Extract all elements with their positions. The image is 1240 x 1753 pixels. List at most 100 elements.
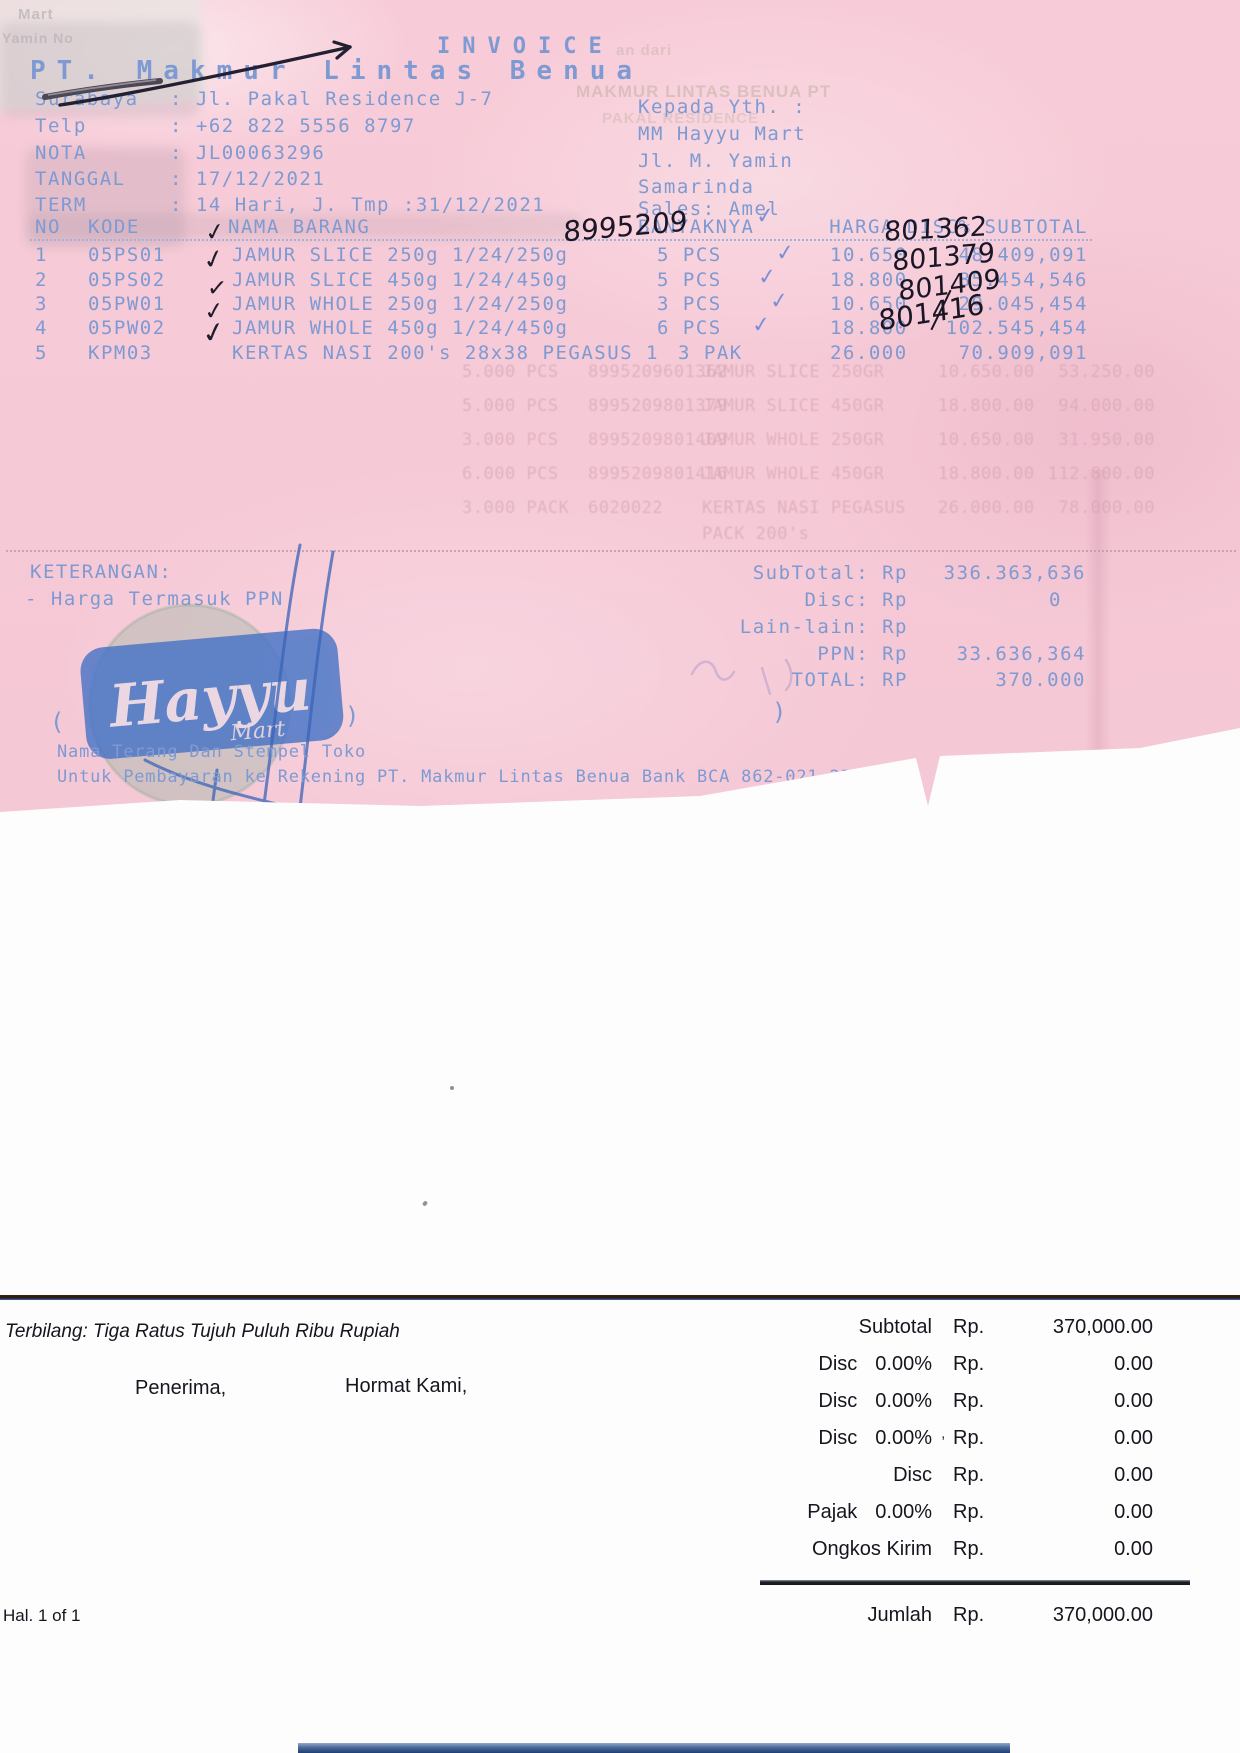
row-harga: 18.800 (830, 269, 908, 291)
currency-label: Rp. (953, 1538, 985, 1560)
row-no: 2 (35, 269, 48, 291)
sign-caption: Nama Terang Dan Stempel Toko (57, 742, 366, 762)
ghost-text-dari: an dari (616, 42, 673, 59)
ghost-row-qty: 3.000 PACK (462, 498, 570, 518)
stray-comma-mark: , (941, 1425, 946, 1442)
summary-label: Disc (893, 1464, 932, 1486)
summary-value: 0.00 (1114, 1390, 1153, 1412)
total-label: Disc: Rp (804, 589, 908, 611)
total-value: 370.000 (995, 669, 1086, 691)
recipient-street: Jl. M. Yamin (638, 150, 794, 172)
recipient-name: MM Hayyu Mart (638, 123, 807, 145)
jumlah-label: Jumlah (867, 1604, 932, 1626)
scan-smudge (28, 213, 583, 239)
jumlah-row: Jumlah Rp. 370,000.00 (0, 1605, 1240, 1631)
penerima-label: Penerima, (135, 1377, 227, 1399)
row-kode: 05PS02 (88, 269, 166, 291)
summary-row: Disc 0.00% , Rp. 0.00 (0, 1425, 1240, 1454)
row-qty: 3 PAK (678, 342, 743, 364)
paren-open: ( (50, 708, 66, 736)
pen-arrow-annotation (58, 45, 352, 107)
hormat-kami-label: Hormat Kami, (345, 1375, 468, 1397)
ghost-row-name: JAMUR WHOLE 250GR (702, 430, 885, 450)
row-nama: JAMUR WHOLE 250g 1/24/250g (232, 293, 569, 315)
row-harga: 10.650 (830, 293, 908, 315)
total-label: PPN: Rp (817, 643, 908, 665)
payment-note: Untuk Pembayaran ke Rekening PT. Makmur … (57, 767, 874, 787)
info-label: NOTA (35, 142, 87, 164)
paren-close: ) (772, 698, 788, 726)
info-value: : 17/12/2021 (170, 168, 326, 190)
pen-checkmark-blue: ✓ (774, 240, 796, 267)
table-header-rule (30, 239, 1092, 241)
row-no: 5 (35, 342, 48, 364)
totals-separator-rule (6, 550, 1236, 552)
summary-pct: 0.00% (875, 1501, 932, 1523)
ghost-row-name: JAMUR SLICE 450GR (702, 396, 885, 416)
row-harga: 26.000 (830, 342, 908, 364)
row-qty: 5 PCS (657, 269, 722, 291)
summary-row: Disc 0.00% Rp. 0.00 (0, 1354, 1240, 1380)
ghost-row-qty: 5.000 PCS (462, 396, 559, 416)
row-kode: 05PS01 (88, 244, 166, 266)
ghost-row-code: 8995209801379 (588, 396, 728, 416)
info-label: TERM (35, 194, 87, 216)
summary-value: 0.00 (1114, 1464, 1153, 1486)
staple-and-arrow (42, 40, 352, 107)
summary-label: Subtotal (858, 1316, 932, 1338)
summary-label: Disc (818, 1390, 858, 1412)
col-header-no: NO (35, 216, 61, 238)
page-number: Hal. 1 of 1 (3, 1606, 81, 1625)
ghost-row-name: JAMUR WHOLE 450GR (702, 464, 885, 484)
ink-speck (421, 1200, 429, 1207)
ghost-row-code: 8995209601362 (588, 362, 728, 382)
ghost-text-mart: Mart (18, 6, 54, 23)
ghost-row-code: 8995209801416 (588, 464, 728, 484)
row-nama: KERTAS NASI 200's 28x38 PEGASUS 1 (232, 342, 659, 364)
total-label: TOTAL: RP (791, 669, 908, 691)
pen-checkmark-blue: ✓ (754, 203, 776, 230)
stamp-sub-text: Mart (228, 717, 286, 747)
summary-label: Ongkos Kirim (811, 1538, 932, 1560)
row-no: 3 (35, 293, 48, 315)
company-name: PT. Makmur Lintas Benua (30, 56, 644, 86)
pen-checkmark: ✓ (199, 242, 229, 278)
ghost-row-total: 53.250.00 (1058, 362, 1155, 382)
info-label: TANGGAL (35, 168, 126, 190)
summary-row: Disc Rp. 0.00 (0, 1465, 1240, 1491)
summary-value: 0.00 (1114, 1353, 1153, 1375)
ghost-company-watermark: MAKMUR LINTAS BENUA PT (576, 82, 832, 101)
summary-row: Subtotal Rp. 370,000.00 (0, 1317, 1240, 1343)
ghost-row-price: 10.650.00 (938, 362, 1035, 382)
summary-value: 0.00 (1114, 1501, 1153, 1523)
ghost-row-qty: 3.000 PCS (462, 430, 559, 450)
sales-name: Sales: Amel (638, 198, 781, 220)
recipient-heading: Kepada Yth. : (638, 96, 807, 118)
summary-value: 0.00 (1114, 1427, 1153, 1449)
scan-smudge (25, 148, 185, 248)
terbilang-text: Terbilang: Tiga Ratus Tujuh Puluh Ribu R… (5, 1321, 400, 1342)
row-harga: 18.800 (830, 317, 908, 339)
row-subtotal: 70.909,091 (958, 342, 1088, 364)
ghost-row-name2: PACK 200's (702, 524, 810, 544)
summary-pct: 0.00% (875, 1390, 932, 1412)
summary-top-rule (0, 1295, 1240, 1300)
info-value: : 14 Hari, J. Tmp :31/12/2021 (170, 194, 546, 216)
summary-pct: 0.00% (875, 1427, 932, 1449)
currency-label: Rp. (953, 1316, 985, 1338)
row-kode: 05PW02 (88, 317, 166, 339)
total-value: 33.636,364 (956, 643, 1086, 665)
ink-speck (450, 1086, 454, 1090)
summary-pct: 0.00% (875, 1353, 932, 1375)
col-header-qty: BANYAKNYA (638, 216, 755, 238)
total-label: SubTotal: Rp (752, 562, 908, 584)
summary-label: Disc (818, 1353, 858, 1375)
pen-checkmark-blue: ✓ (750, 312, 772, 339)
col-header-nama: NAMA BARANG (228, 216, 371, 238)
row-nama: JAMUR SLICE 450g 1/24/450g (232, 269, 569, 291)
summary-label: Pajak (807, 1501, 858, 1523)
jumlah-value: 370,000.00 (1052, 1604, 1153, 1626)
pen-checkmark-blue: ✓ (756, 264, 778, 291)
info-value: : Jl. Pakal Residence J-7 (170, 88, 494, 110)
